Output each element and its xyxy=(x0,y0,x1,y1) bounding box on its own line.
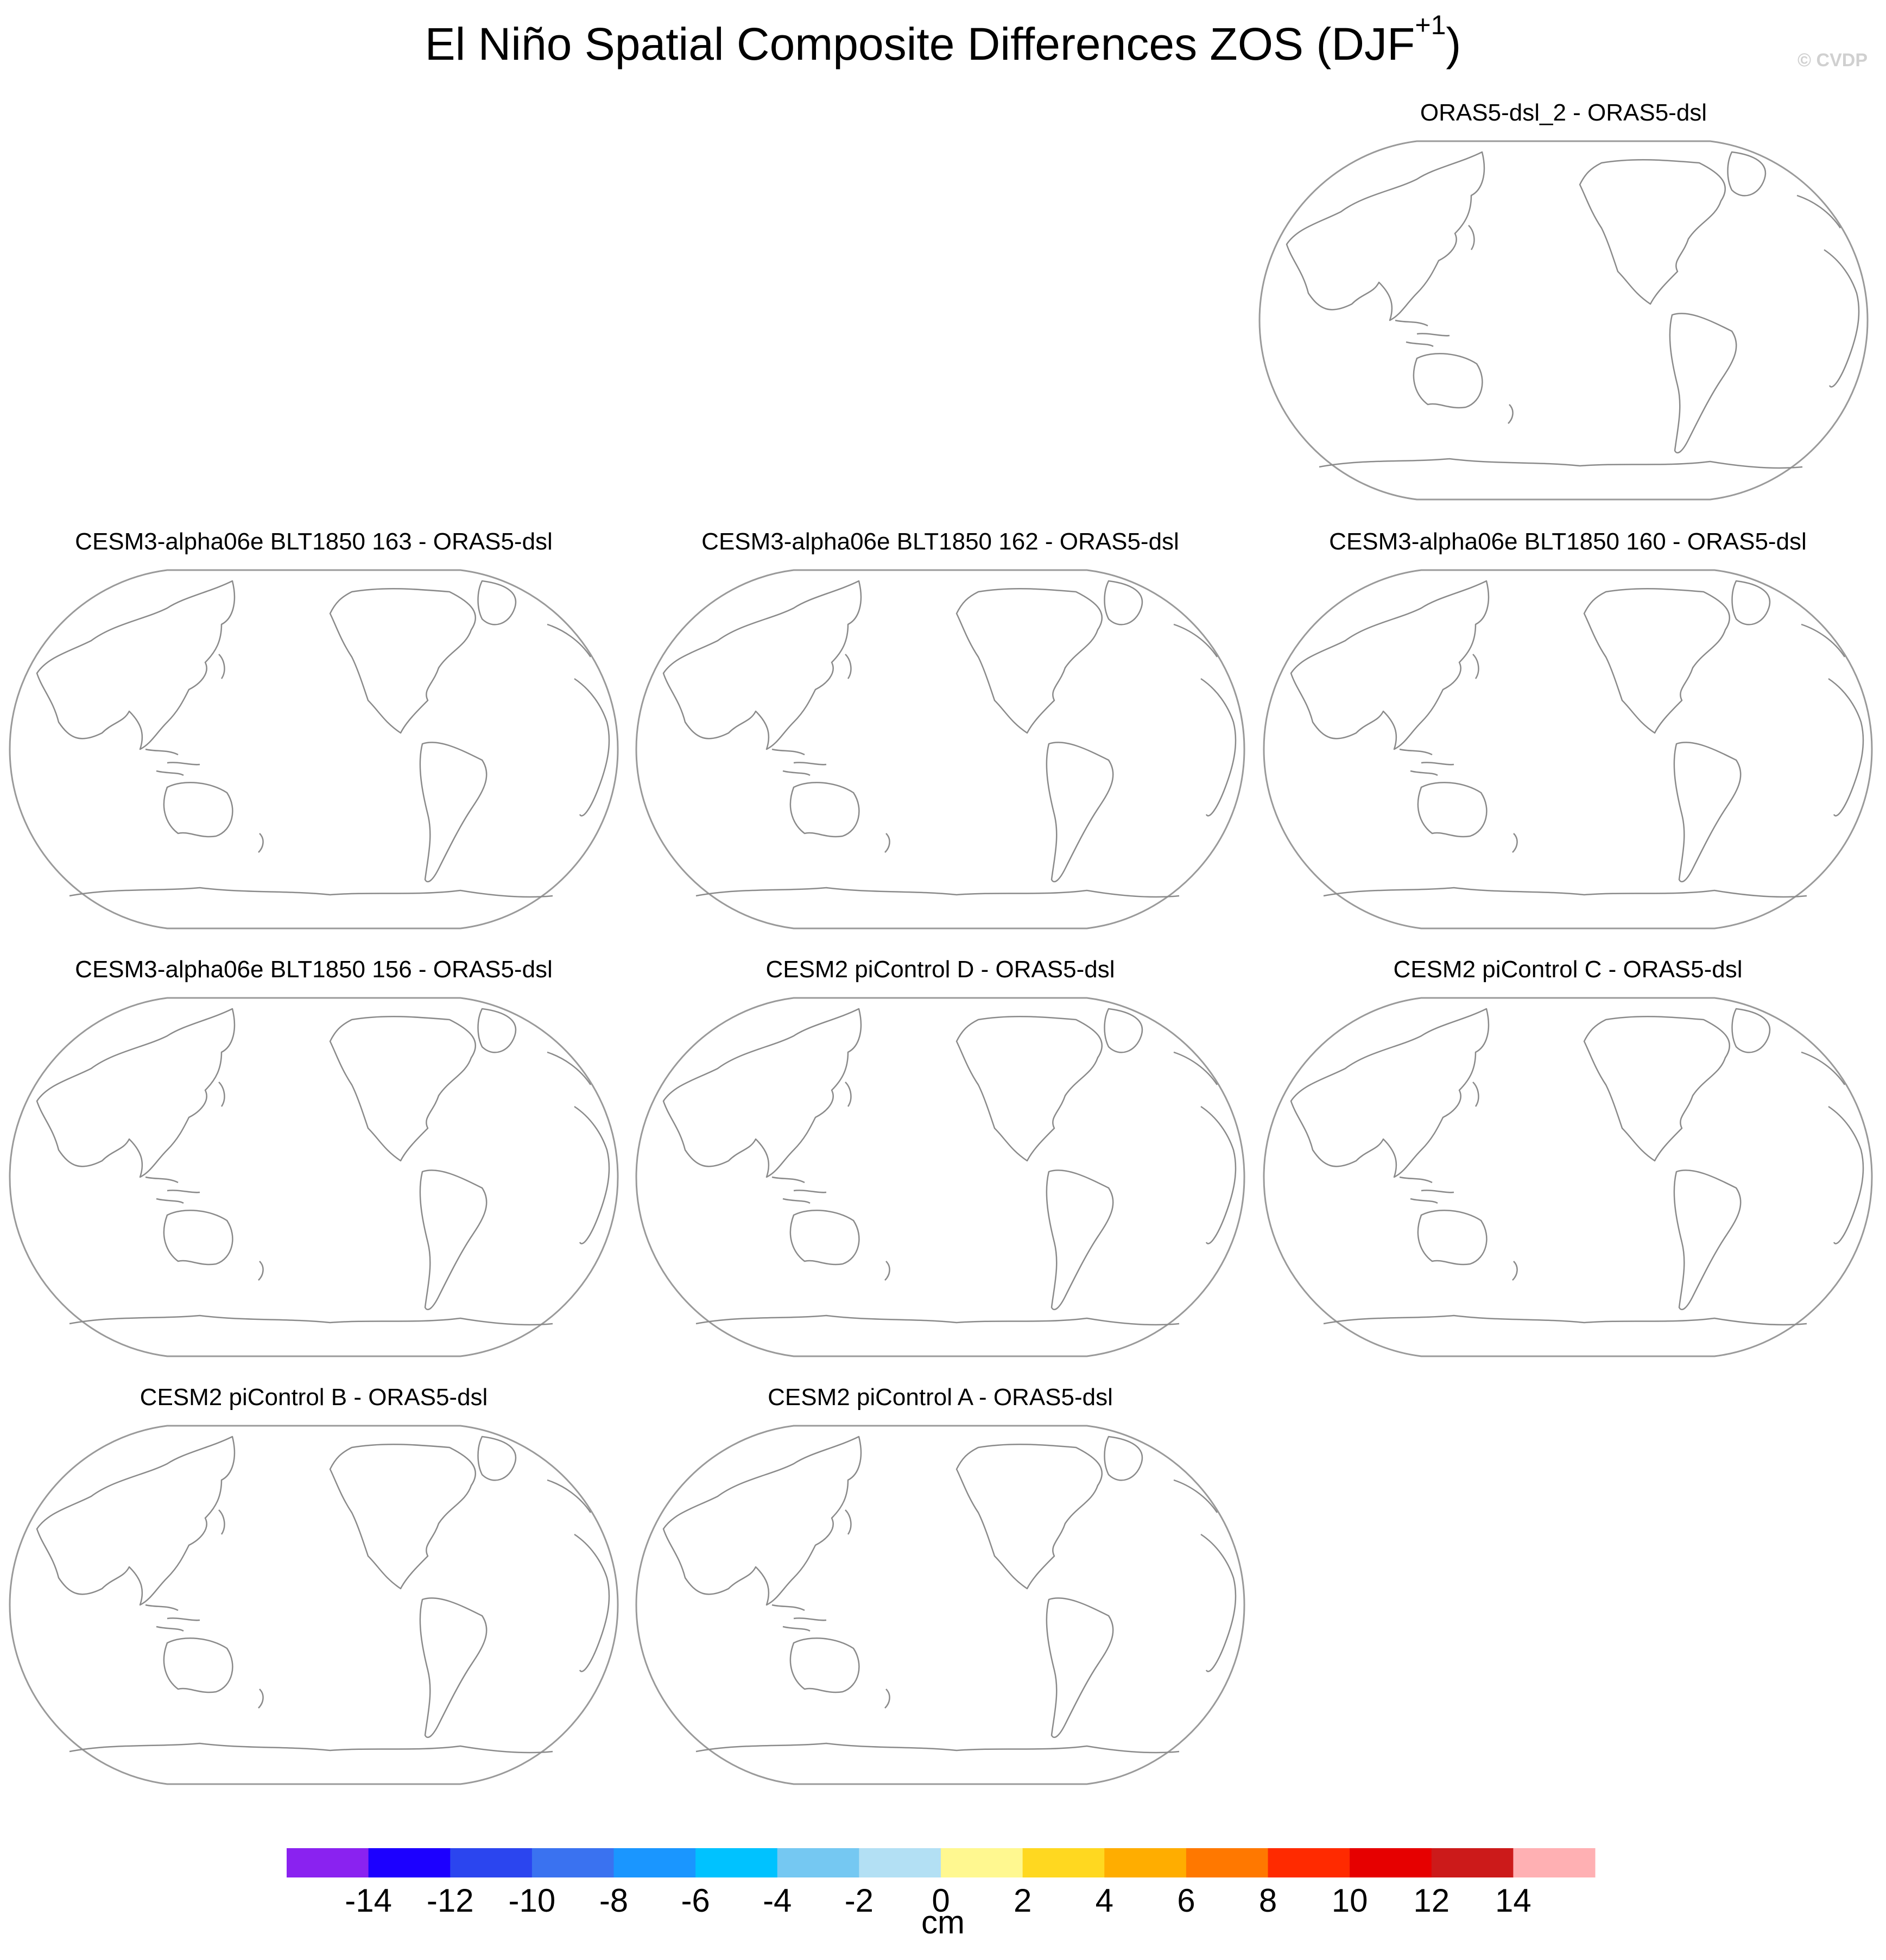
coastlines xyxy=(36,1008,610,1326)
colorbar-tick-label: -10 xyxy=(508,1882,556,1919)
colorbar-tick-label: 4 xyxy=(1095,1882,1113,1919)
coastlines xyxy=(1290,1008,1864,1326)
colorbar-bin xyxy=(1350,1848,1432,1877)
panel-title: CESM3-alpha06e BLT1850 163 - ORAS5-dsl xyxy=(75,528,553,555)
coastlines xyxy=(662,580,1237,898)
map-frame xyxy=(9,997,619,1357)
colorbar-bin xyxy=(1268,1848,1350,1877)
world-map xyxy=(9,997,619,1357)
panel-title: CESM3-alpha06e BLT1850 160 - ORAS5-dsl xyxy=(1329,528,1807,555)
coastlines xyxy=(1286,151,1860,469)
colorbar-bin xyxy=(941,1848,1023,1877)
colorbar-bin xyxy=(1431,1848,1514,1877)
colorbar-bin xyxy=(1104,1848,1187,1877)
colorbar-tick-label: 2 xyxy=(1013,1882,1032,1919)
map-frame xyxy=(635,997,1245,1357)
map-frame xyxy=(1258,140,1869,501)
colorbar-unit: cm xyxy=(921,1904,965,1940)
colorbar-bin xyxy=(531,1848,615,1877)
panel-title: CESM2 piControl B - ORAS5-dsl xyxy=(140,1384,488,1411)
map-frame xyxy=(9,569,619,930)
coastlines xyxy=(36,1436,610,1754)
map-frame xyxy=(635,569,1245,930)
world-map xyxy=(9,569,619,930)
map-frame xyxy=(1263,997,1873,1357)
colorbar-bin xyxy=(695,1848,778,1877)
colorbar-tick-label: -12 xyxy=(426,1882,474,1919)
map-frame xyxy=(1263,569,1873,930)
panel-title: ORAS5-dsl_2 - ORAS5-dsl xyxy=(1420,99,1707,126)
panel-title: CESM2 piControl A - ORAS5-dsl xyxy=(768,1384,1113,1411)
map-frame xyxy=(635,1425,1245,1785)
colorbar-tick-label: 10 xyxy=(1331,1882,1368,1919)
coastlines xyxy=(662,1436,1237,1754)
panel-title: CESM2 piControl C - ORAS5-dsl xyxy=(1393,956,1743,983)
colorbar-tick-label: -14 xyxy=(345,1882,392,1919)
world-map xyxy=(1263,569,1873,930)
panel-title: CESM3-alpha06e BLT1850 156 - ORAS5-dsl xyxy=(75,956,553,983)
coastlines xyxy=(36,580,610,898)
coastlines xyxy=(662,1008,1237,1326)
colorbar-bin xyxy=(777,1848,859,1877)
colorbar-bin xyxy=(859,1848,941,1877)
panel-title: CESM2 piControl D - ORAS5-dsl xyxy=(765,956,1115,983)
world-map xyxy=(635,1425,1245,1785)
colorbar-bin xyxy=(1186,1848,1269,1877)
world-map xyxy=(635,997,1245,1357)
colorbar-tick-label: -8 xyxy=(599,1882,629,1919)
coastlines xyxy=(1290,580,1864,898)
colorbar-bin xyxy=(613,1848,696,1877)
colorbar-tick-label: -6 xyxy=(681,1882,710,1919)
page-title: El Niño Spatial Composite Differences ZO… xyxy=(425,10,1461,69)
map-frame xyxy=(9,1425,619,1785)
colorbar-bin xyxy=(368,1848,451,1877)
colorbar-bin xyxy=(1022,1848,1105,1877)
panel-title: CESM3-alpha06e BLT1850 162 - ORAS5-dsl xyxy=(701,528,1179,555)
colorbar-tick-label: 6 xyxy=(1177,1882,1195,1919)
colorbar-tick-label: 8 xyxy=(1258,1882,1277,1919)
world-map xyxy=(1263,997,1873,1357)
world-map xyxy=(1258,140,1869,501)
world-map xyxy=(635,569,1245,930)
colorbar-tick-label: 0 xyxy=(932,1882,950,1919)
colorbar-tick-label: -2 xyxy=(844,1882,874,1919)
colorbar-bin xyxy=(287,1848,369,1877)
world-map xyxy=(9,1425,619,1785)
colorbar-bin xyxy=(1513,1848,1596,1877)
colorbar-bin xyxy=(450,1848,533,1877)
title-superscript: +1 xyxy=(1415,10,1446,40)
colorbar-tick-label: 14 xyxy=(1495,1882,1531,1919)
watermark: © CVDP xyxy=(1798,50,1868,71)
colorbar-tick-label: -4 xyxy=(763,1882,792,1919)
colorbar-tick-label: 12 xyxy=(1413,1882,1450,1919)
